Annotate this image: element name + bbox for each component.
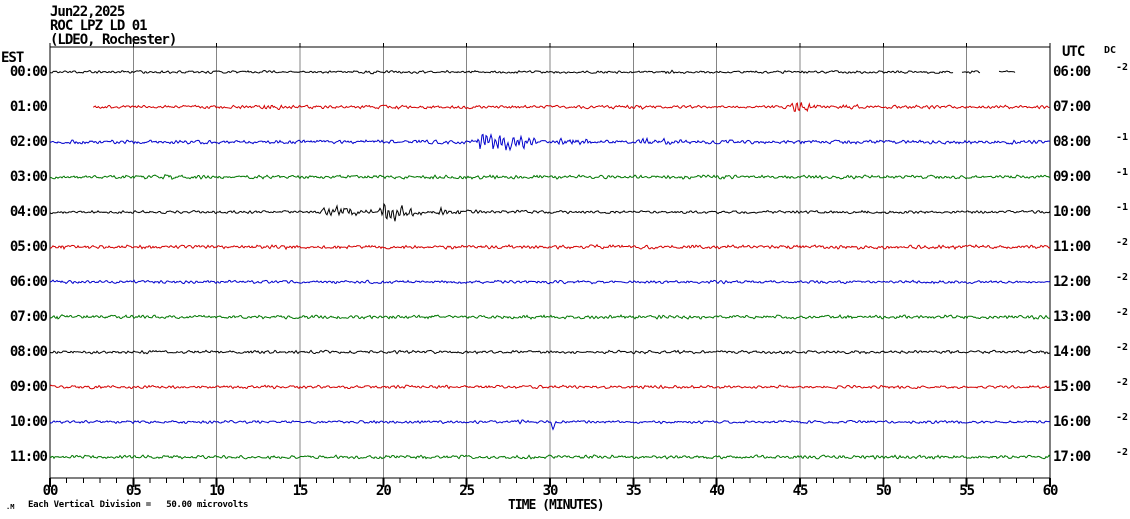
utc-time-label: 15:00 — [1053, 379, 1091, 395]
seismic-trace-0000 — [49, 69, 1016, 75]
est-time-label: 09:00 — [9, 379, 48, 395]
seismic-trace-0400 — [49, 202, 1051, 222]
est-time-label: 00:00 — [9, 64, 48, 80]
utc-time-label: 06:00 — [1053, 64, 1091, 80]
seismic-trace-0200 — [49, 132, 1050, 152]
record-date: Jun22,2025 — [50, 4, 125, 20]
network-name: (LDEO, Rochester) — [50, 32, 177, 48]
est-time-label: 04:00 — [9, 204, 48, 220]
seismic-trace-1100 — [49, 454, 1051, 460]
est-time-label: 08:00 — [9, 344, 48, 360]
dc-offset-value: -2 — [1115, 342, 1128, 353]
x-tick-label: 25 — [459, 483, 475, 499]
est-time-label: 01:00 — [9, 99, 48, 115]
x-tick-label: 30 — [542, 483, 559, 499]
dc-offset-value: -2 — [1115, 62, 1128, 73]
utc-time-label: 16:00 — [1053, 414, 1091, 430]
utc-time-label: 07:00 — [1053, 99, 1091, 115]
dc-offset-value: -2 — [1115, 377, 1128, 388]
seismic-trace-0300 — [49, 174, 1051, 180]
tiny-mark: .M — [6, 503, 15, 511]
seismic-trace-0800 — [49, 349, 1050, 355]
dc-offset-value: -2 — [1115, 412, 1128, 423]
seismic-trace-0600 — [49, 279, 1051, 285]
x-tick-label: 60 — [1042, 483, 1059, 499]
dc-offset-value: -1 — [1115, 167, 1128, 178]
x-tick-label: 50 — [875, 483, 892, 499]
seismic-trace-0100 — [92, 102, 1050, 113]
x-tick-label: 15 — [292, 483, 309, 499]
est-time-label: 11:00 — [9, 449, 48, 465]
x-tick-label: 20 — [375, 483, 392, 499]
dc-offset-value: -1 — [1115, 202, 1128, 213]
utc-time-label: 10:00 — [1053, 204, 1091, 220]
utc-time-label: 17:00 — [1053, 449, 1091, 465]
dc-offset-value: -1 — [1115, 132, 1128, 143]
dc-offset-value: -2 — [1115, 447, 1128, 458]
est-time-label: 05:00 — [9, 239, 48, 255]
utc-time-label: 09:00 — [1053, 169, 1091, 185]
dc-offset-value: -2 — [1115, 272, 1128, 283]
utc-time-label: 12:00 — [1053, 274, 1091, 290]
x-tick-label: 55 — [959, 483, 975, 499]
est-time-label: 06:00 — [9, 274, 48, 290]
dc-offset-value: -2 — [1115, 307, 1128, 318]
right-timezone-header: UTC — [1062, 44, 1085, 60]
scale-note: Each Vertical Division = 50.00 microvolt… — [28, 500, 249, 510]
seismic-trace-0900 — [49, 384, 1051, 390]
utc-time-label: 11:00 — [1053, 239, 1091, 255]
utc-time-label: 14:00 — [1053, 344, 1091, 360]
x-axis-title: TIME (MINUTES) — [508, 498, 605, 513]
est-time-label: 02:00 — [9, 134, 48, 150]
seismic-trace-0500 — [49, 243, 1051, 251]
x-tick-label: 05 — [125, 483, 142, 499]
dc-offset-value: -2 — [1115, 237, 1128, 248]
dc-offset-header: DC — [1104, 45, 1117, 56]
seismic-trace-1000 — [49, 419, 1051, 431]
est-time-label: 03:00 — [9, 169, 48, 185]
seismic-trace-0700 — [49, 314, 1050, 320]
left-timezone-header: EST — [1, 50, 24, 66]
utc-time-label: 13:00 — [1053, 309, 1091, 325]
x-tick-label: 35 — [625, 483, 642, 499]
est-time-label: 07:00 — [9, 309, 48, 325]
x-tick-label: 45 — [792, 483, 809, 499]
station-id: ROC LPZ LD 01 — [50, 18, 148, 34]
utc-time-label: 08:00 — [1053, 134, 1091, 150]
x-tick-label: 00 — [42, 483, 59, 499]
x-tick-label: 40 — [709, 483, 725, 499]
x-tick-label: 10 — [209, 483, 225, 499]
est-time-label: 10:00 — [9, 414, 48, 430]
